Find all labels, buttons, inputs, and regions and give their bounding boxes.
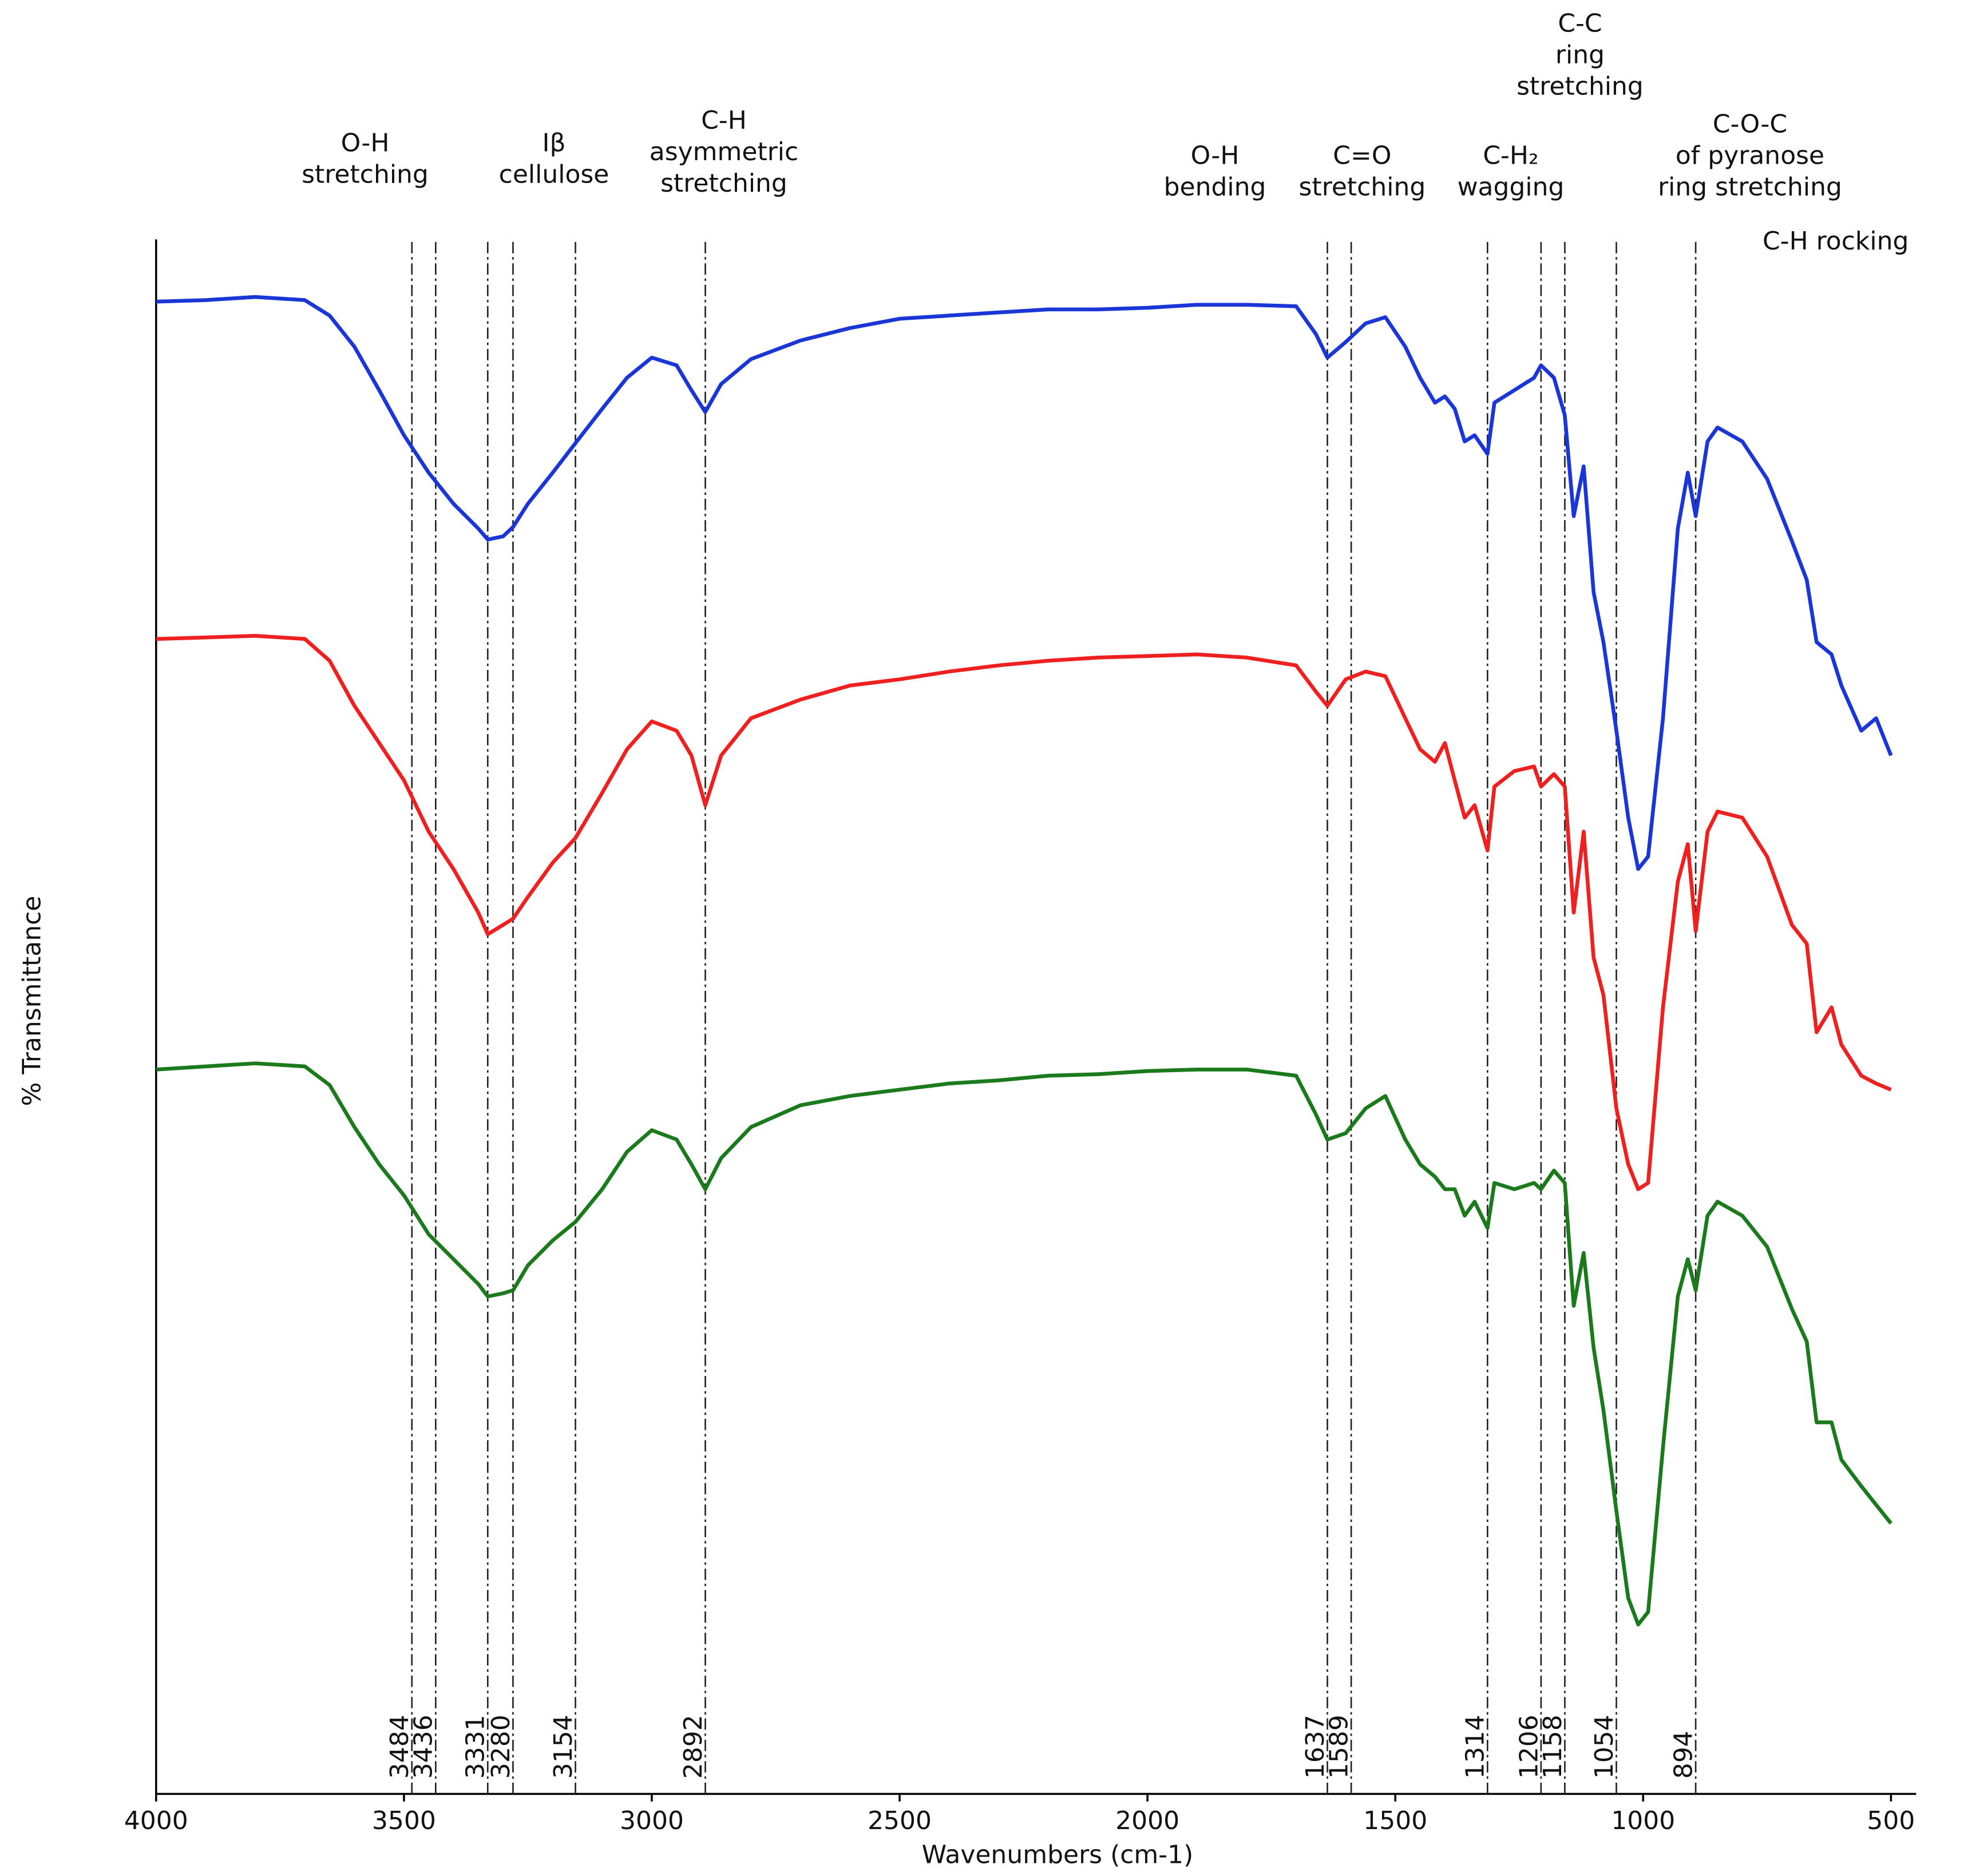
annotation: C-H rocking bbox=[1763, 227, 1908, 256]
annotation: ring stretching bbox=[1658, 173, 1842, 202]
peak-label: 894 bbox=[1669, 1731, 1698, 1779]
annotation: O-H bbox=[1191, 141, 1240, 170]
x-tick-label: 1000 bbox=[1611, 1806, 1675, 1835]
annotation: C-C bbox=[1558, 9, 1602, 38]
peak-label: 2892 bbox=[679, 1715, 708, 1779]
x-tick-label: 500 bbox=[1867, 1806, 1915, 1835]
annotation: stretching bbox=[1516, 72, 1644, 101]
annotation: stretching bbox=[302, 160, 429, 189]
annotation: C-H₂ bbox=[1483, 141, 1538, 170]
annotation: asymmetric bbox=[650, 137, 798, 166]
annotation: stretching bbox=[1299, 173, 1426, 202]
x-axis-label: Wavenumbers (cm-1) bbox=[922, 1840, 1194, 1869]
x-tick-label: 4000 bbox=[124, 1806, 188, 1835]
peak-label: 1206 bbox=[1514, 1715, 1543, 1779]
peak-label: 1589 bbox=[1325, 1715, 1354, 1779]
peak-label: 1314 bbox=[1461, 1715, 1490, 1779]
peak-label: 3154 bbox=[549, 1715, 578, 1779]
annotation: bending bbox=[1164, 173, 1266, 202]
spectrum-line bbox=[156, 295, 1893, 871]
x-tick-label: 3000 bbox=[620, 1806, 684, 1835]
annotation: wagging bbox=[1458, 173, 1565, 202]
peak-label: 3484 bbox=[385, 1715, 414, 1779]
annotation: of pyranose bbox=[1676, 141, 1824, 170]
annotation: C=O bbox=[1333, 141, 1391, 170]
x-tick-label: 3500 bbox=[372, 1806, 436, 1835]
x-tick-label: 2500 bbox=[868, 1806, 932, 1835]
annotation: stretching bbox=[660, 169, 787, 198]
annotation: Iβ bbox=[542, 128, 565, 157]
annotation: C-O-C bbox=[1713, 109, 1787, 138]
annotation: cellulose bbox=[499, 160, 609, 189]
annotation: O-H bbox=[341, 128, 390, 157]
peak-label: 3331 bbox=[461, 1715, 490, 1779]
peak-label: 3436 bbox=[409, 1715, 438, 1779]
peak-label: 3280 bbox=[486, 1715, 516, 1779]
x-tick-label: 1500 bbox=[1363, 1806, 1427, 1835]
peak-label: 1158 bbox=[1538, 1715, 1567, 1779]
y-axis-label: % Transmittance bbox=[17, 896, 46, 1106]
peak-label: 1637 bbox=[1301, 1715, 1330, 1779]
spectrum-line bbox=[156, 633, 1892, 1191]
annotation: C-H bbox=[701, 106, 747, 135]
annotation: ring bbox=[1555, 41, 1605, 70]
x-tick-label: 2000 bbox=[1115, 1806, 1179, 1835]
peak-label: 1054 bbox=[1590, 1715, 1619, 1779]
spectrum-line bbox=[156, 1061, 1892, 1627]
